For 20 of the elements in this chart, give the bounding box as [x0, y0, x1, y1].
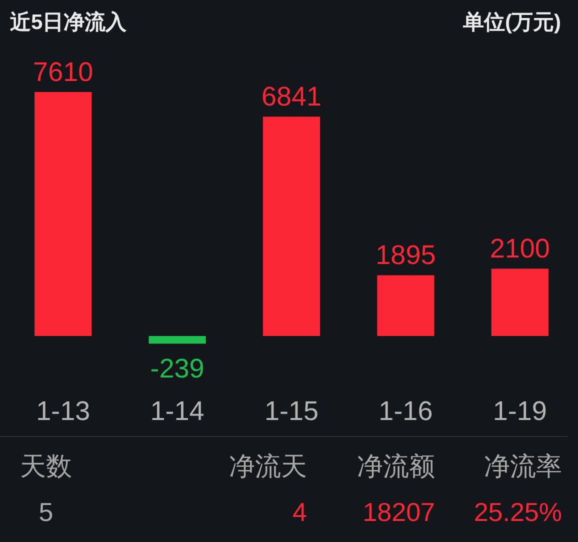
data-label: 1895 — [376, 240, 436, 270]
x-tick-label: 1-19 — [492, 396, 547, 426]
table-header: 净流率 — [484, 451, 562, 481]
title: 近5日净流入 — [10, 11, 127, 34]
table-header: 净流天 — [229, 451, 307, 481]
table-header: 净流额 — [357, 451, 435, 481]
data-label: 2100 — [490, 234, 550, 264]
x-tick-label: 1-15 — [264, 396, 319, 426]
x-tick-label: 1-14 — [150, 396, 204, 426]
table-value: 25.25% — [474, 497, 562, 527]
x-tick-label: 1-13 — [36, 396, 90, 426]
data-label: -239 — [150, 354, 204, 384]
table-header: 天数 — [20, 451, 72, 481]
subtitle: 单位(万元) — [463, 11, 561, 34]
table-value: 4 — [292, 497, 307, 527]
x-tick-label: 1-16 — [378, 396, 433, 426]
data-label: 6841 — [261, 82, 322, 112]
table-value: 5 — [38, 497, 54, 527]
table-value: 18207 — [362, 497, 435, 527]
data-label: 7610 — [33, 57, 94, 87]
